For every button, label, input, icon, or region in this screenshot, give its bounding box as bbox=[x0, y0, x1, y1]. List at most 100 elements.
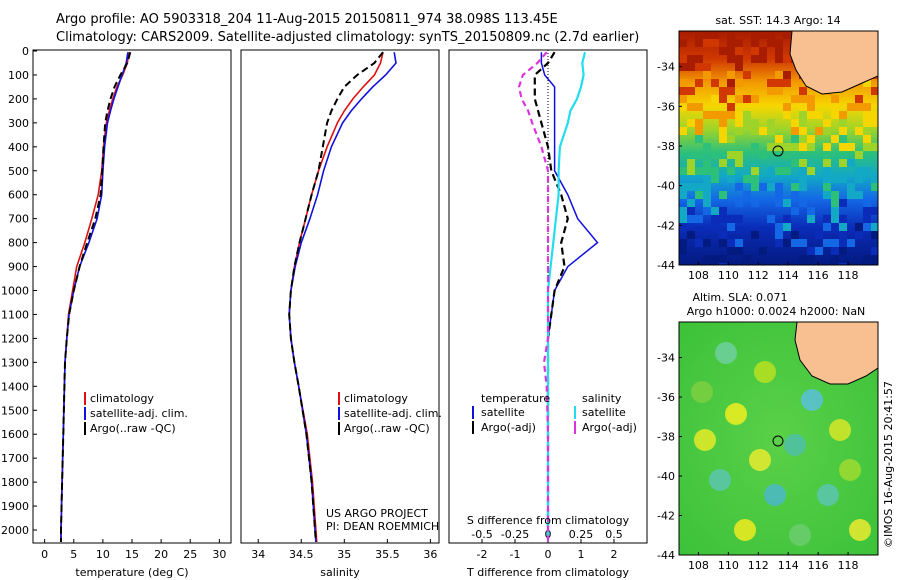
sst-pixel bbox=[863, 223, 871, 231]
sst-pixel bbox=[735, 55, 743, 63]
sst-pixel bbox=[695, 263, 703, 265]
sst-pixel bbox=[855, 127, 863, 135]
depth-tick-label: 1700 bbox=[1, 452, 29, 465]
sst-pixel bbox=[783, 111, 791, 119]
sst-pixel bbox=[783, 31, 791, 39]
sst-pixel bbox=[751, 175, 759, 183]
legend-salinity-heading: salinity bbox=[582, 392, 622, 405]
lon-tick-label: 116 bbox=[808, 269, 829, 282]
sst-pixel bbox=[823, 183, 831, 191]
sst-pixel bbox=[735, 63, 743, 71]
sst-pixel bbox=[695, 167, 703, 175]
sst-pixel bbox=[735, 95, 743, 103]
sst-pixel bbox=[839, 239, 847, 247]
sst-pixel bbox=[735, 199, 743, 207]
sst-pixel bbox=[719, 119, 727, 127]
sst-pixel bbox=[791, 135, 799, 143]
sst-pixel bbox=[695, 215, 703, 223]
sst-pixel bbox=[703, 255, 711, 263]
sst-pixel bbox=[695, 151, 703, 159]
lat-tick-label: -42 bbox=[657, 510, 675, 523]
salinity-panel: 34 34.5 35 35.5 36 salinity climatology sate… bbox=[240, 49, 442, 579]
sst-pixel bbox=[719, 127, 727, 135]
lat-tick-label: -38 bbox=[657, 140, 675, 153]
sst-pixel bbox=[823, 143, 831, 151]
sst-pixel bbox=[711, 263, 719, 265]
depth-tick-label: 1600 bbox=[1, 428, 29, 441]
sst-pixel bbox=[775, 223, 783, 231]
sst-pixel bbox=[823, 175, 831, 183]
sst-pixel bbox=[775, 183, 783, 191]
sst-pixel bbox=[695, 119, 703, 127]
sst-pixel bbox=[871, 207, 878, 215]
sla-eddy bbox=[749, 449, 771, 471]
sst-pixel bbox=[759, 247, 767, 255]
sst-pixel bbox=[711, 175, 719, 183]
sst-map-frame bbox=[678, 30, 879, 266]
sla-map-title-2: Argo h1000: 0.0024 h2000: NaN bbox=[687, 305, 866, 318]
sst-pixel bbox=[775, 79, 783, 87]
sst-pixel bbox=[703, 143, 711, 151]
sst-pixel bbox=[751, 31, 759, 39]
sst-pixel bbox=[687, 119, 695, 127]
sst-pixel bbox=[767, 183, 775, 191]
sst-pixel bbox=[695, 39, 703, 47]
salinity-axes-frame bbox=[240, 49, 440, 544]
sst-pixel bbox=[863, 215, 871, 223]
sst-pixel bbox=[735, 111, 743, 119]
lon-tick-label: 118 bbox=[838, 269, 859, 282]
difference-series-lines bbox=[517, 51, 599, 542]
sst-pixel bbox=[687, 55, 695, 63]
lon-tick-label: 110 bbox=[718, 559, 739, 572]
sst-pixel bbox=[727, 263, 735, 265]
lat-tick-label: -42 bbox=[657, 219, 675, 232]
s-difference-ticks: -0.5 -0.25 0 0.25 0.5 bbox=[471, 528, 622, 541]
argo-float-marker-2 bbox=[772, 435, 784, 447]
sst-pixel bbox=[775, 191, 783, 199]
sst-pixel bbox=[815, 111, 823, 119]
sst-pixel bbox=[823, 215, 831, 223]
diff-line-salinity-argo-adj- bbox=[517, 51, 550, 542]
depth-tick-label: 2000 bbox=[1, 524, 29, 537]
x-tick-label: 15 bbox=[125, 548, 139, 561]
sst-pixel bbox=[807, 247, 815, 255]
sst-pixel bbox=[767, 31, 775, 39]
x-tick-label: 1 bbox=[578, 548, 585, 561]
legend-satellite-label-2: satellite-adj. clim. bbox=[344, 407, 442, 420]
sst-pixel bbox=[703, 63, 711, 71]
legend-satellite-label: satellite-adj. clim. bbox=[90, 407, 188, 420]
sst-pixel bbox=[807, 95, 815, 103]
sst-pixel bbox=[719, 95, 727, 103]
depth-tick-label: 1200 bbox=[1, 332, 29, 345]
sst-pixel bbox=[759, 55, 767, 63]
depth-tick-label: 1900 bbox=[1, 500, 29, 513]
sst-pixel bbox=[783, 239, 791, 247]
sst-pixel bbox=[791, 119, 799, 127]
sst-pixel bbox=[775, 47, 783, 55]
x-tick-label: 0 bbox=[545, 548, 552, 561]
sst-pixel bbox=[799, 175, 807, 183]
sst-pixel bbox=[831, 199, 839, 207]
sst-pixel bbox=[711, 111, 719, 119]
sst-pixel bbox=[791, 191, 799, 199]
sst-pixel bbox=[759, 151, 767, 159]
sst-pixel bbox=[799, 183, 807, 191]
sst-pixel bbox=[783, 143, 791, 151]
sst-pixel bbox=[703, 111, 711, 119]
sst-pixel bbox=[687, 63, 695, 71]
sst-pixel bbox=[711, 95, 719, 103]
sst-pixel bbox=[751, 55, 759, 63]
sst-pixel bbox=[719, 191, 727, 199]
sst-pixel bbox=[863, 143, 871, 151]
sst-pixel bbox=[735, 239, 743, 247]
temperature-series-lines bbox=[60, 51, 132, 542]
series-line-argo-raw-qc- bbox=[288, 51, 384, 543]
sst-pixel bbox=[767, 87, 775, 95]
sst-pixel bbox=[679, 207, 687, 215]
sst-pixel bbox=[767, 167, 775, 175]
sst-pixel bbox=[727, 247, 735, 255]
temperature-x-label: temperature (deg C) bbox=[75, 566, 188, 579]
sla-map: Altim. SLA: 0.071 Argo h1000: 0.0024 h20… bbox=[657, 291, 879, 572]
sst-pixel bbox=[855, 103, 863, 111]
